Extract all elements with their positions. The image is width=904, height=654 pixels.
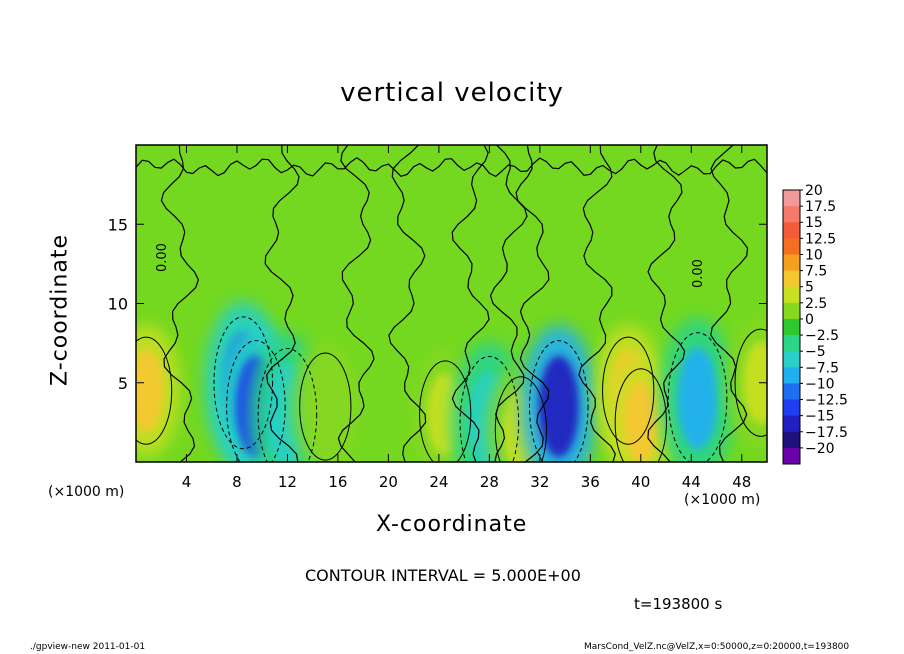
- colorbar-swatch-14: [783, 415, 800, 433]
- contour-7: [494, 376, 548, 462]
- contour-8: [529, 340, 589, 462]
- colorbar-label-7: 2.5: [805, 296, 827, 312]
- colorbar-label-15: −17.5: [805, 425, 848, 441]
- x-tick-label-8: 8: [232, 473, 242, 491]
- feature-core-12: [743, 341, 767, 424]
- colorbar: 2017.51512.5107.552.50−2.5−5−7.5−10−12.5…: [782, 183, 848, 465]
- colorbar-label-6: 5: [805, 280, 814, 296]
- colorbar-swatch-9: [783, 335, 800, 352]
- x-tick-label-48: 48: [732, 473, 751, 491]
- colorbar-label-13: −12.5: [805, 393, 848, 409]
- contour-2: [226, 340, 286, 462]
- contour-lines: [136, 145, 767, 462]
- footer-program-date: ./gpview-new 2011-01-01: [30, 642, 146, 652]
- x-tick-label-24: 24: [429, 473, 448, 491]
- colorbar-label-14: −15: [805, 409, 835, 425]
- x-tick-label-36: 36: [581, 473, 600, 491]
- y-axis-label: Z-coordinate: [47, 234, 73, 386]
- x-tick-label-16: 16: [328, 473, 347, 491]
- y-tick-label-10: 10: [108, 295, 128, 314]
- contour-label-left: 0.00: [155, 243, 170, 272]
- colorbar-label-0: 20: [805, 183, 823, 199]
- x-axis-label: X-coordinate: [376, 512, 528, 537]
- colorbar-swatch-13: [783, 399, 800, 417]
- zero-contour-6: [515, 145, 550, 462]
- colorbar-swatch-11: [783, 367, 800, 384]
- colorbar-swatch-7: [783, 302, 800, 320]
- x-unit-label-right: (×1000 m): [684, 492, 761, 508]
- y-tick-label-5: 5: [118, 374, 128, 393]
- colorbar-swatch-8: [783, 318, 800, 336]
- colorbar-label-2: 15: [805, 215, 823, 231]
- zero-contour-3: [388, 145, 427, 462]
- contour-4: [299, 352, 352, 461]
- colorbar-label-11: −7.5: [805, 360, 839, 376]
- colorbar-label-8: 0: [805, 312, 814, 328]
- zero-contour-1: [264, 145, 300, 462]
- contour-6: [459, 355, 520, 462]
- colorbar-label-5: 7.5: [805, 264, 827, 280]
- feature-core-4: [307, 365, 343, 448]
- x-tick-label-40: 40: [631, 473, 650, 491]
- zero-contour-8: [647, 145, 686, 462]
- top-contour: [136, 157, 767, 178]
- colorbar-swatch-12: [783, 383, 800, 401]
- colorbar-swatch-15: [783, 431, 800, 449]
- colorbar-swatch-4: [783, 254, 800, 272]
- colorbar-swatch-5: [783, 270, 800, 288]
- zero-contour-4: [451, 145, 490, 462]
- x-tick-label-28: 28: [480, 473, 499, 491]
- colorbar-label-12: −10: [805, 376, 835, 392]
- colorbar-swatch-16: [783, 447, 800, 465]
- feature-core-10: [623, 381, 659, 462]
- x-tick-label-32: 32: [530, 473, 549, 491]
- contour-5: [419, 360, 472, 462]
- colorbar-swatch-2: [783, 222, 800, 239]
- contour-label-right: 0.00: [691, 259, 706, 288]
- colorbar-frame: [782, 189, 801, 465]
- colorbar-label-3: 12.5: [805, 231, 836, 247]
- colorbar-swatch-10: [783, 351, 800, 368]
- footer-data-source: MarsCond_VelZ.nc@VelZ,x=0:50000,z=0:2000…: [584, 642, 850, 652]
- time-label: t=193800 s: [634, 595, 723, 613]
- colorbar-label-16: −20: [805, 441, 835, 457]
- colorbar-label-1: 17.5: [805, 199, 836, 215]
- contour-1: [213, 316, 274, 450]
- feature-core-0: [136, 349, 164, 432]
- colorbar-swatch-1: [783, 206, 800, 223]
- feature-core-8: [538, 355, 579, 458]
- x-unit-label-left: (×1000 m): [48, 484, 125, 500]
- colorbar-label-10: −5: [805, 344, 826, 360]
- x-tick-label-20: 20: [379, 473, 398, 491]
- chart-title: vertical velocity: [340, 78, 564, 108]
- colorbar-swatch-6: [783, 286, 800, 304]
- y-tick-label-15: 15: [108, 215, 128, 234]
- zero-contour-7: [578, 145, 616, 462]
- x-tick-label-44: 44: [682, 473, 701, 491]
- contour-0: [136, 336, 173, 445]
- zero-contour-5: [489, 145, 528, 462]
- contour-11: [667, 332, 728, 462]
- contour-9: [602, 336, 655, 445]
- y-axis: 5 10 15: [108, 215, 767, 393]
- zero-contour-0: [160, 145, 200, 462]
- x-tick-label-4: 4: [182, 473, 192, 491]
- feature-core-11: [677, 347, 718, 450]
- colorbar-swatch-0: [783, 190, 800, 207]
- contour-12: [734, 328, 767, 437]
- contour-10: [614, 368, 667, 462]
- x-axis: 4 8 12 16 20 24 28 32 36 40 44 48: [182, 145, 751, 491]
- colorbar-swatch-3: [783, 238, 800, 255]
- x-tick-label-12: 12: [278, 473, 297, 491]
- zero-contour-9: [710, 145, 749, 462]
- contour-3: [257, 348, 318, 462]
- contour-interval-note: CONTOUR INTERVAL = 5.000E+00: [305, 566, 581, 585]
- colorbar-label-4: 10: [805, 247, 823, 263]
- plot-area: [136, 145, 767, 462]
- colorbar-label-9: −2.5: [805, 328, 839, 344]
- zero-contour-2: [337, 145, 375, 462]
